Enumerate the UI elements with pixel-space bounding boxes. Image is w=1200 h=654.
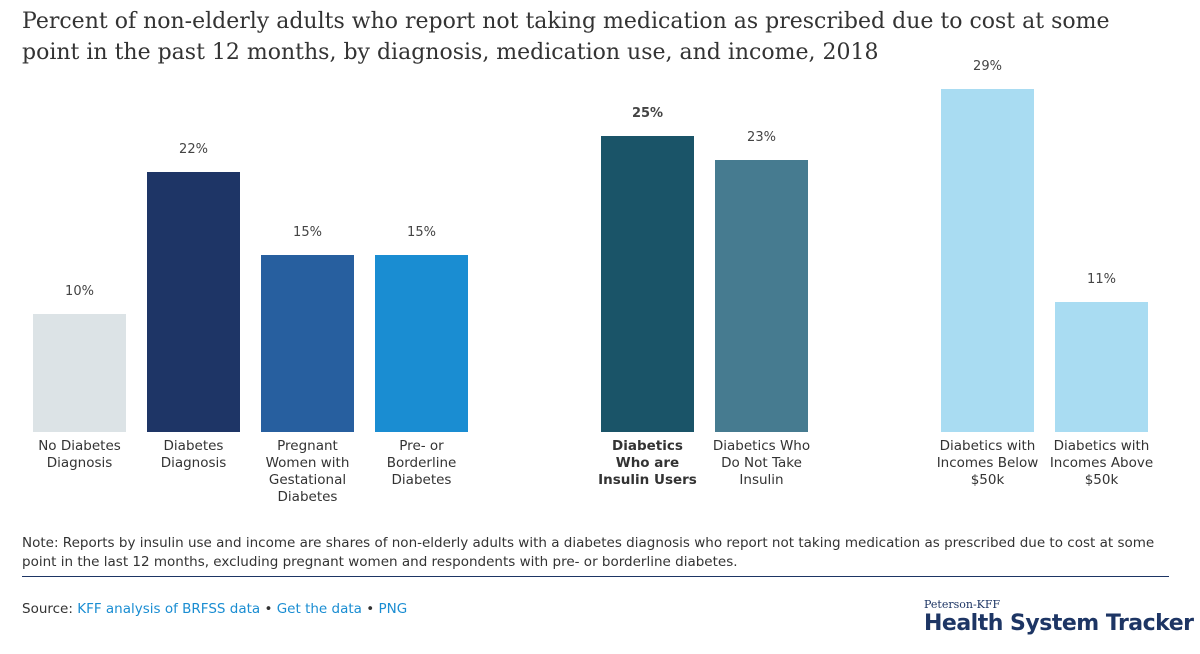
source-link[interactable]: KFF analysis of BRFSS data bbox=[77, 601, 261, 617]
separator: • bbox=[366, 601, 375, 617]
x-tick-label: Diabetics Who are Insulin Users bbox=[598, 438, 697, 488]
png-link[interactable]: PNG bbox=[378, 601, 408, 617]
bar bbox=[375, 254, 468, 432]
value-label: 29% bbox=[973, 59, 1002, 74]
x-tick-label: Diabetics with Incomes Above $50k bbox=[1049, 438, 1154, 488]
value-label: 15% bbox=[293, 224, 322, 240]
bar bbox=[1055, 301, 1148, 432]
value-label: 15% bbox=[407, 224, 436, 240]
bar bbox=[601, 136, 694, 432]
note: Note: Reports by insulin use and income … bbox=[22, 535, 1155, 570]
data-link[interactable]: Get the data bbox=[276, 601, 362, 617]
source: Source: KFF analysis of BRFSS data • Get… bbox=[22, 601, 407, 617]
logo-top: Peterson-KFF bbox=[924, 598, 1001, 611]
bar bbox=[261, 254, 354, 432]
value-label: 25% bbox=[631, 106, 664, 122]
separator: • bbox=[264, 601, 273, 617]
x-tick-label: Diabetics Who Do Not Take Insulin bbox=[712, 438, 811, 488]
x-tick-label: Diabetics with Incomes Below $50k bbox=[936, 438, 1039, 488]
bar bbox=[33, 313, 126, 432]
bar bbox=[147, 171, 240, 432]
divider bbox=[22, 576, 1169, 577]
logo-name: Health System Tracker bbox=[924, 611, 1194, 636]
value-label: 10% bbox=[65, 283, 94, 299]
x-tick-label: Diabetes Diagnosis bbox=[160, 438, 227, 471]
bar bbox=[941, 89, 1034, 432]
bar bbox=[715, 159, 808, 432]
x-tick-label: No Diabetes Diagnosis bbox=[38, 438, 121, 471]
source-label: Source: bbox=[22, 601, 73, 617]
chart-title: Percent of non-elderly adults who report… bbox=[22, 9, 1110, 65]
x-tick-label: Pre- or Borderline Diabetes bbox=[386, 438, 457, 488]
value-label: 23% bbox=[747, 129, 776, 145]
value-label: 22% bbox=[179, 141, 208, 157]
value-label: 11% bbox=[1087, 271, 1116, 287]
x-tick-label: Pregnant Women with Gestational Diabetes bbox=[265, 438, 350, 505]
